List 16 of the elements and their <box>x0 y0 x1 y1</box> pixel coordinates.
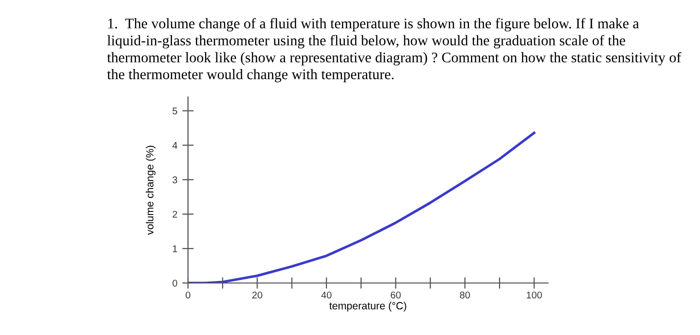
x-tick-label: 100 <box>526 292 542 298</box>
x-tick-label: 40 <box>321 292 332 298</box>
x-tick-label: 80 <box>460 292 470 298</box>
y-tick-label: 1 <box>172 245 178 252</box>
x-tick-label: 60 <box>390 292 401 298</box>
y-tick-label: 3 <box>172 176 178 184</box>
line-series <box>188 132 536 283</box>
y-axis-title: volume change (%) <box>146 146 156 235</box>
y-tick-label: 0 <box>172 280 178 287</box>
y-tick-label: 4 <box>172 142 178 149</box>
chart-title: 1. The volume change of a fluid with temperature is shown in the figure below. If I make a liquid-in-glass thermometer using the fluid below, how would the graduation scale of the thermometer look like (show a representative diagram) ? Comment on how the static sensitivity of the thermometer would change with temperature. <box>107 18 682 82</box>
x-tick-label: 0 <box>186 292 190 298</box>
x-axis-title: temperature (°C) <box>329 302 406 312</box>
y-tick-label: 5 <box>172 108 178 114</box>
x-tick-label: 20 <box>252 292 262 298</box>
y-tick-label: 2 <box>172 210 178 218</box>
